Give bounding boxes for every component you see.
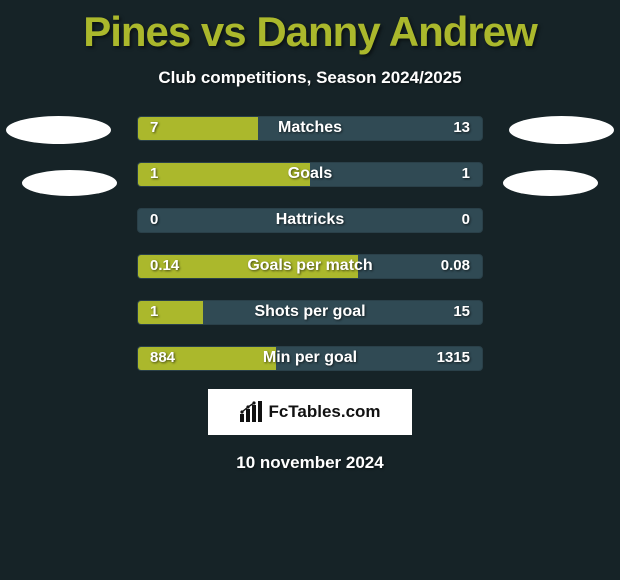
stat-label: Shots per goal bbox=[138, 303, 482, 321]
stat-row: 1Goals1 bbox=[137, 162, 483, 187]
stat-label: Goals per match bbox=[138, 257, 482, 275]
stat-row: 884Min per goal1315 bbox=[137, 346, 483, 371]
stat-value-right: 0.08 bbox=[441, 257, 470, 274]
brand-box: FcTables.com bbox=[208, 389, 412, 435]
stat-value-right: 13 bbox=[453, 119, 470, 136]
stat-value-right: 1 bbox=[462, 165, 470, 182]
stat-label: Goals bbox=[138, 165, 482, 183]
stat-row: 1Shots per goal15 bbox=[137, 300, 483, 325]
stat-label: Min per goal bbox=[138, 349, 482, 367]
stat-label: Matches bbox=[138, 119, 482, 137]
page-subtitle: Club competitions, Season 2024/2025 bbox=[0, 68, 620, 88]
player-left-shadow-icon bbox=[6, 116, 111, 144]
chart-icon bbox=[239, 400, 263, 424]
stat-row: 0Hattricks0 bbox=[137, 208, 483, 233]
stat-label: Hattricks bbox=[138, 211, 482, 229]
stat-row: 0.14Goals per match0.08 bbox=[137, 254, 483, 279]
date-label: 10 november 2024 bbox=[0, 453, 620, 473]
page-title: Pines vs Danny Andrew bbox=[0, 0, 620, 56]
stat-value-right: 1315 bbox=[437, 349, 470, 366]
stats-rows: 7Matches13 1Goals1 0Hattricks0 0.14Goals pe… bbox=[137, 116, 483, 371]
stat-row: 7Matches13 bbox=[137, 116, 483, 141]
player-right-shadow-icon bbox=[503, 170, 598, 196]
player-left-shadow-icon bbox=[22, 170, 117, 196]
comparison-area: 7Matches13 1Goals1 0Hattricks0 0.14Goals pe… bbox=[0, 116, 620, 473]
brand-label: FcTables.com bbox=[268, 402, 380, 422]
stat-value-right: 0 bbox=[462, 211, 470, 228]
player-right-shadow-icon bbox=[509, 116, 614, 144]
stat-value-right: 15 bbox=[453, 303, 470, 320]
